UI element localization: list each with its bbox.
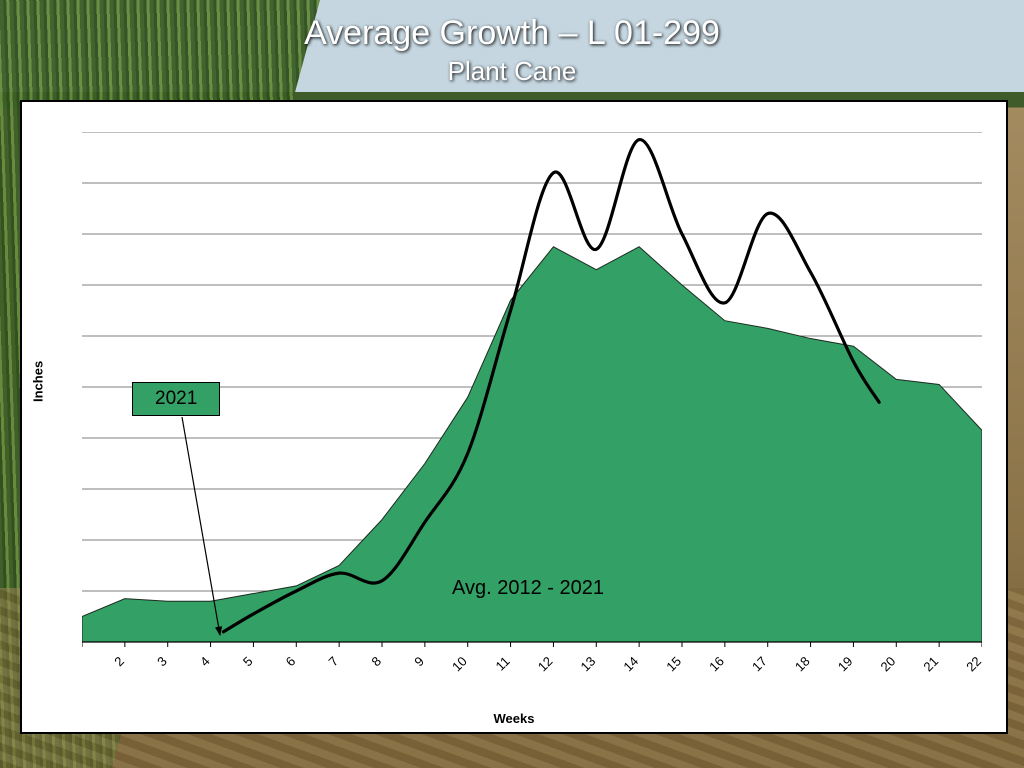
avg-label: Avg. 2012 - 2021	[452, 577, 604, 600]
svg-text:1: 1	[82, 654, 84, 670]
svg-text:17: 17	[749, 654, 770, 675]
callout-box-2021: 2021	[132, 382, 220, 416]
svg-text:12: 12	[535, 654, 556, 675]
x-axis-label: Weeks	[22, 711, 1006, 726]
chart-title: Average Growth – L 01-299	[0, 14, 1024, 53]
svg-text:22: 22	[963, 654, 982, 675]
svg-text:3: 3	[154, 654, 170, 670]
svg-text:2: 2	[111, 654, 127, 670]
svg-text:16: 16	[706, 654, 727, 675]
y-axis-label: Inches	[31, 361, 46, 402]
svg-text:20: 20	[878, 654, 899, 675]
svg-text:9: 9	[411, 654, 427, 670]
svg-text:8: 8	[368, 654, 384, 670]
svg-text:18: 18	[792, 654, 813, 675]
svg-text:10: 10	[449, 654, 470, 675]
svg-text:15: 15	[663, 654, 684, 675]
svg-text:19: 19	[835, 654, 856, 675]
chart-subtitle: Plant Cane	[0, 56, 1024, 87]
svg-text:7: 7	[326, 654, 342, 670]
x-ticks: 12345678910111213141516171819202122	[82, 642, 982, 674]
svg-text:14: 14	[620, 654, 641, 675]
svg-text:13: 13	[578, 654, 599, 675]
svg-text:5: 5	[240, 654, 256, 670]
svg-text:11: 11	[493, 654, 513, 674]
svg-text:21: 21	[920, 654, 941, 675]
svg-text:6: 6	[283, 654, 299, 670]
svg-text:4: 4	[197, 654, 213, 670]
chart-container: 012345678910 123456789101112131415161718…	[20, 100, 1008, 734]
